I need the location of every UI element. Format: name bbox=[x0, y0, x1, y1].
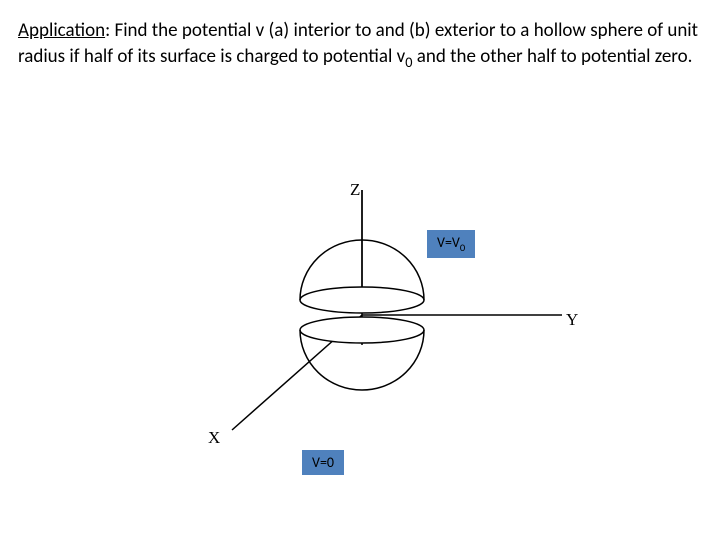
potential-bottom-box: V=0 bbox=[302, 450, 344, 475]
sphere-diagram: Z Y X V=V0 V=0 bbox=[132, 180, 572, 510]
box-top-text: V=V bbox=[437, 234, 460, 251]
sphere-svg bbox=[132, 180, 572, 510]
box-bottom-text: V=0 bbox=[312, 454, 334, 471]
problem-statement: Application: Find the potential v (a) in… bbox=[18, 18, 702, 72]
body-2: and the other half to potential zero. bbox=[412, 45, 692, 68]
box-top-sub: 0 bbox=[460, 241, 465, 254]
potential-top-box: V=V0 bbox=[427, 230, 475, 258]
y-axis-label: Y bbox=[566, 310, 578, 330]
x-axis-label: X bbox=[208, 428, 220, 448]
heading: Application bbox=[18, 19, 105, 42]
z-axis-label: Z bbox=[350, 180, 360, 200]
